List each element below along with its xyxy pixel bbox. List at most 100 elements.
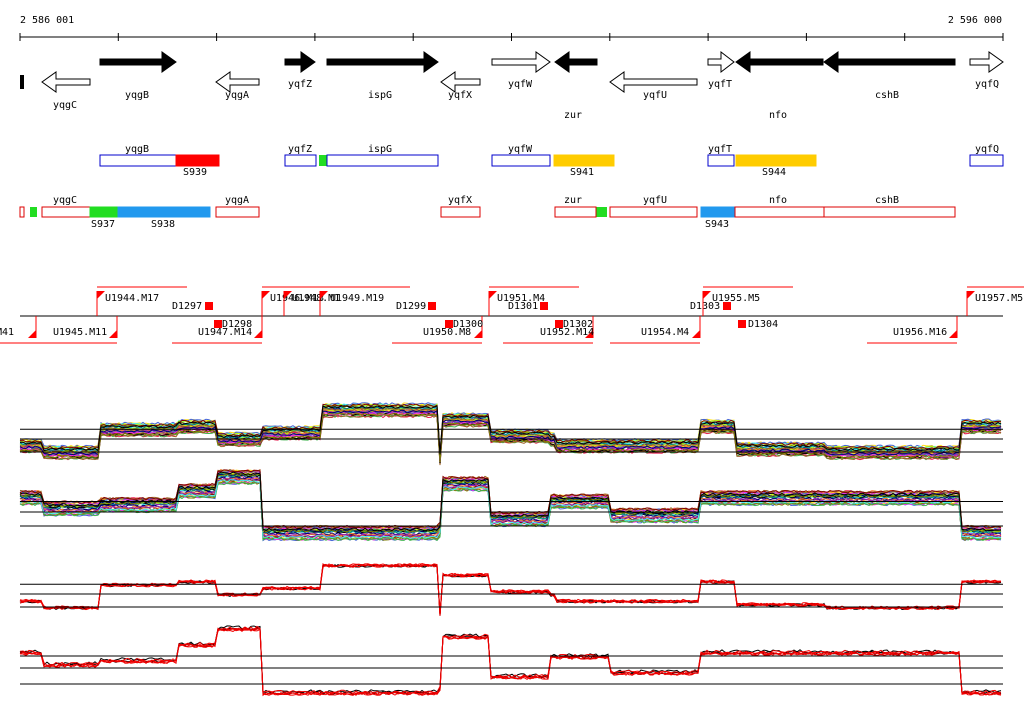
- gene-label: yqfW: [508, 79, 533, 90]
- feature-flag: [284, 291, 292, 299]
- feature-flag: [262, 291, 270, 299]
- gene-arrow: [284, 51, 316, 73]
- profile-line: [19, 481, 1002, 542]
- gene-label: ispG: [368, 90, 392, 101]
- gene-arrow: [491, 51, 551, 73]
- gene-arrow: [440, 71, 481, 93]
- feature-flag: [967, 291, 975, 299]
- profile-line: [19, 412, 1002, 464]
- feature-label: U1949.M19: [330, 293, 384, 304]
- ruler-start: 2 586 001: [20, 15, 74, 26]
- ruler-end: 2 596 000: [948, 15, 1002, 26]
- gene-arrow: [326, 51, 439, 73]
- feature-flag: [474, 330, 482, 338]
- segment: [215, 206, 260, 218]
- profile-line: [19, 405, 1002, 455]
- feature-mark: [540, 302, 548, 310]
- segment-label: yqfT: [708, 144, 732, 155]
- gene-arrow: [99, 51, 177, 73]
- profile-line: [19, 625, 1002, 695]
- feature-mark: [445, 320, 453, 328]
- segment: [491, 154, 551, 167]
- segment: [117, 206, 211, 218]
- feature-flag: [489, 291, 497, 299]
- feature-label: U1955.M5: [712, 293, 760, 304]
- gene-label: cshB: [875, 90, 899, 101]
- feature-flag: [692, 330, 700, 338]
- feature-label: U1950.M8: [423, 327, 471, 338]
- segment: [700, 206, 735, 218]
- gene-label: nfo: [769, 110, 787, 121]
- segment: [284, 154, 317, 167]
- gene-arrow: [823, 51, 956, 73]
- profile-line: [19, 480, 1002, 541]
- segment: [553, 154, 615, 167]
- feature-mark: [428, 302, 436, 310]
- gene-label: yqgA: [225, 90, 249, 101]
- segment: [19, 206, 25, 218]
- gene-arrow: [41, 71, 91, 93]
- gene-label: yqfQ: [975, 79, 999, 90]
- segment-label: yqgC: [53, 195, 77, 206]
- profile-line: [19, 414, 1002, 465]
- feature-flag: [585, 330, 593, 338]
- feature-label: U1946.M13: [270, 293, 324, 304]
- feature-label: D1297: [172, 301, 202, 312]
- feature-label: U1944.M17: [105, 293, 159, 304]
- segment-label: S938: [151, 219, 175, 230]
- gene-label: yqfU: [643, 90, 667, 101]
- profile-line: [19, 627, 1002, 697]
- feature-label: U1952.M14: [540, 327, 594, 338]
- segment-label: S939: [183, 167, 207, 178]
- segment: [30, 207, 37, 217]
- gene-label: yqfT: [708, 79, 732, 90]
- segment: [609, 206, 698, 218]
- gene-arrow: [609, 71, 698, 93]
- segment: [326, 154, 439, 167]
- feature-label: U1948.M1: [292, 293, 340, 304]
- segment-label: yqgA: [225, 195, 249, 206]
- segment-label: S941: [570, 167, 594, 178]
- profile-line: [19, 471, 1002, 532]
- feature-mark: [723, 302, 731, 310]
- profile-line: [19, 409, 1002, 462]
- segment: [99, 154, 177, 167]
- feature-flag: [97, 291, 105, 299]
- feature-label: D1303: [690, 301, 720, 312]
- segment-label: zur: [564, 195, 582, 206]
- feature-mark: [205, 302, 213, 310]
- feature-label: D1301: [508, 301, 538, 312]
- segment: [554, 206, 597, 218]
- segment-label: ispG: [368, 144, 392, 155]
- segment: [707, 154, 735, 167]
- feature-mark: [738, 320, 746, 328]
- gene-label: yqfZ: [288, 79, 312, 90]
- feature-label: U1945.M11: [53, 327, 107, 338]
- feature-label: D1302: [563, 319, 593, 330]
- segment: [175, 154, 220, 167]
- feature-label: U1957.M5: [975, 293, 1023, 304]
- feature-mark: [555, 320, 563, 328]
- segment-label: S944: [762, 167, 786, 178]
- segment-label: yqgB: [125, 144, 149, 155]
- segment-label: yqfQ: [975, 144, 999, 155]
- profile-line: [19, 403, 1002, 454]
- feature-flag: [254, 330, 262, 338]
- feature-flag: [703, 291, 711, 299]
- feature-label: D1300: [453, 319, 483, 330]
- gene-arrow: [735, 51, 824, 73]
- feature-flag: [949, 330, 957, 338]
- gene-arrow: [707, 50, 735, 74]
- segment-label: nfo: [769, 195, 787, 206]
- gene-arrow: [215, 71, 260, 93]
- profile-line: [19, 479, 1002, 539]
- profile-line: [19, 412, 1002, 463]
- feature-mark: [214, 320, 222, 328]
- profile-line: [19, 479, 1002, 540]
- feature-label: U1954.M4: [641, 327, 689, 338]
- feature-label: M41: [0, 327, 14, 338]
- segment: [969, 154, 1004, 167]
- feature-label: D1298: [222, 319, 252, 330]
- profile-line: [19, 477, 1002, 538]
